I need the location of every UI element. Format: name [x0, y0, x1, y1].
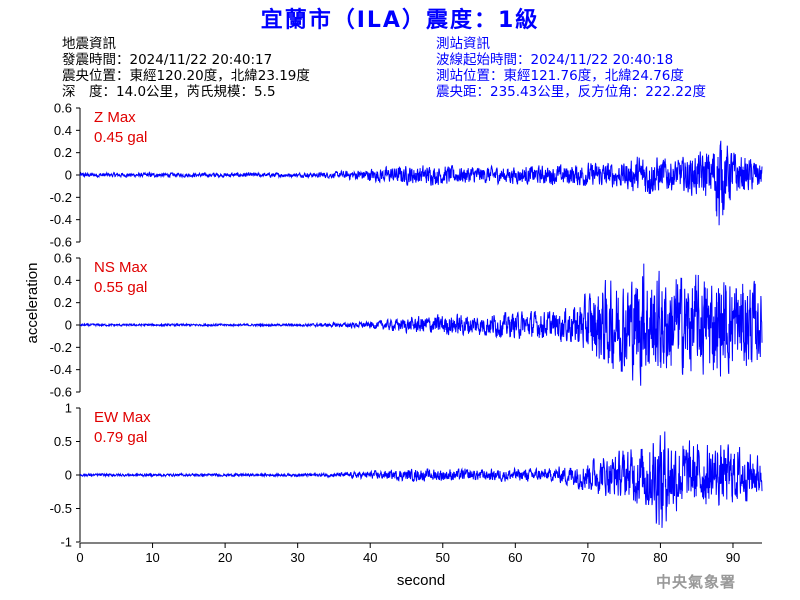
component-max-value: 0.55 gal: [94, 279, 147, 296]
x-tick-label: 0: [76, 550, 83, 565]
component-max-value: 0.79 gal: [94, 429, 147, 446]
y-tick-label: -0.4: [50, 362, 72, 377]
x-tick-label: 20: [218, 550, 232, 565]
y-axis-label: acceleration: [24, 263, 41, 344]
x-tick-label: 40: [363, 550, 377, 565]
x-tick-label: 10: [145, 550, 159, 565]
x-tick-label: 60: [508, 550, 522, 565]
component-max-label: Z Max: [94, 109, 136, 126]
x-axis: 0 10 20 30 40 50 60 70 80 90: [76, 542, 762, 565]
panel-z: -0.6 -0.4 -0.2 0 0.2 0.4 0.6 Z Max 0.45 gal: [50, 101, 763, 250]
y-tick-label: -0.6: [50, 235, 72, 250]
waveform-trace-ew: [79, 431, 763, 528]
component-max-label: NS Max: [94, 259, 148, 276]
chart-title: 宜蘭市（ILA）震度：1級: [260, 8, 540, 33]
y-tick-label: -0.2: [50, 190, 72, 205]
epicenter-location: 震央位置：東經120.20度，北緯23.19度: [62, 68, 310, 84]
y-tick-label: 1: [65, 401, 72, 416]
y-tick-label: 0.4: [54, 273, 72, 288]
y-tick-label: -0.6: [50, 385, 72, 400]
waveform-trace-ns: [79, 263, 763, 386]
component-max-value: 0.45 gal: [94, 129, 147, 146]
panel-ns: -0.6 -0.4 -0.2 0 0.2 0.4 0.6 NS Max 0.55 gal: [50, 251, 763, 400]
y-tick-label: 0.2: [54, 295, 72, 310]
depth-magnitude: 深 度：14.0公里，芮氏規模：5.5: [62, 84, 276, 100]
epicentral-distance: 震央距：235.43公里，反方位角：222.22度: [436, 84, 706, 100]
x-tick-label: 80: [653, 550, 667, 565]
y-tick-label: -0.4: [50, 212, 72, 227]
agency-watermark: 中央氣象署: [656, 573, 737, 591]
station-location: 測站位置：東經121.76度，北緯24.76度: [436, 68, 684, 84]
waveform-trace-z: [79, 140, 763, 226]
y-tick-label: -0.5: [50, 501, 72, 516]
earthquake-info-heading: 地震資訊: [62, 36, 116, 52]
x-tick-label: 70: [581, 550, 595, 565]
y-tick-label: -0.2: [50, 340, 72, 355]
x-axis-label: second: [397, 572, 445, 589]
component-max-label: EW Max: [94, 409, 151, 426]
y-tick-label: 0.6: [54, 251, 72, 266]
y-tick-label: 0.5: [54, 434, 72, 449]
y-tick-label: 0: [65, 468, 72, 483]
origin-time: 發震時間：2024/11/22 20:40:17: [62, 52, 273, 68]
x-tick-label: 90: [726, 550, 740, 565]
x-tick-label: 30: [290, 550, 304, 565]
y-tick-label: 0.6: [54, 101, 72, 116]
y-tick-label: -1: [60, 535, 72, 550]
wave-start-time: 波線起始時間：2024/11/22 20:40:18: [436, 52, 674, 68]
y-tick-label: 0.4: [54, 123, 72, 138]
station-info-heading: 測站資訊: [436, 36, 490, 52]
earthquake-info: 地震資訊 發震時間：2024/11/22 20:40:17 震央位置：東經120…: [62, 36, 310, 100]
y-tick-label: 0.2: [54, 145, 72, 160]
y-tick-label: 0: [65, 168, 72, 183]
x-tick-label: 50: [436, 550, 450, 565]
panel-ew: -1 -0.5 0 0.5 1 EW Max 0.79 gal: [50, 401, 763, 550]
y-tick-label: 0: [65, 318, 72, 333]
station-info: 測站資訊 波線起始時間：2024/11/22 20:40:18 測站位置：東經1…: [436, 36, 706, 100]
